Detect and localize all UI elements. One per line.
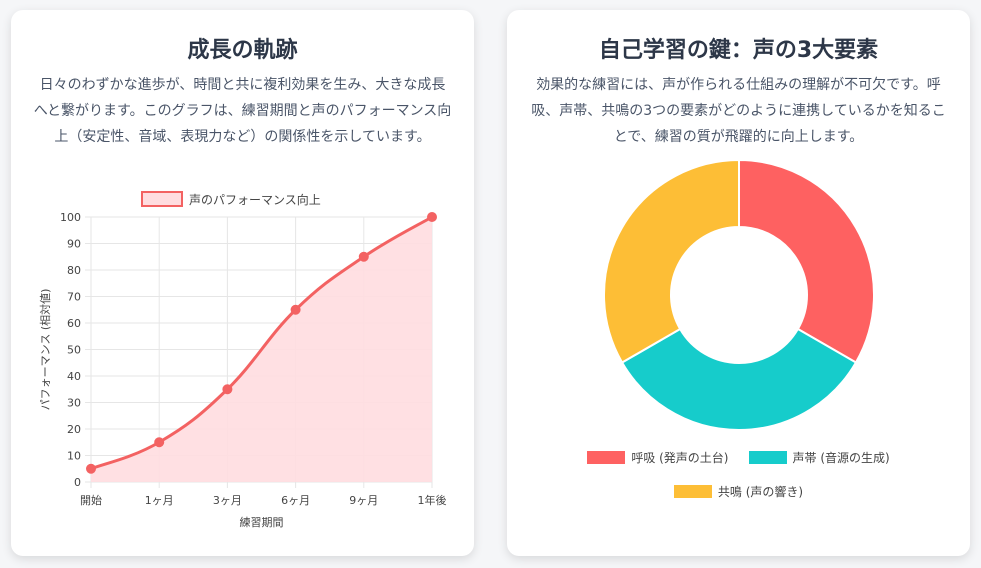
data-point-1ヶ月[interactable] xyxy=(154,437,165,448)
x-axis-title: 練習期間 xyxy=(240,515,284,529)
y-tick-label: 90 xyxy=(67,238,81,251)
x-tick-label: 3ヶ月 xyxy=(213,494,242,507)
growth-card-title: 成長の軌跡 xyxy=(187,38,298,63)
y-tick-label: 80 xyxy=(67,264,81,277)
legend-swatch-vocal-cords xyxy=(748,451,787,464)
voice-elements-card: 自己学習の鍵：声の3大要素 効果的な練習には、声が作られる仕組みの理解が不可欠で… xyxy=(507,10,970,556)
x-tick-label: 1年後 xyxy=(418,493,447,507)
x-tick-label: 開始 xyxy=(80,493,102,507)
legend-swatch-breathing xyxy=(587,451,626,464)
y-tick-label: 70 xyxy=(67,291,81,304)
donut-legend-row-1: 呼吸 (発声の土台) 声帯 (音源の生成) xyxy=(507,449,970,466)
y-tick-label: 10 xyxy=(67,450,81,463)
legend-label-breathing: 呼吸 (発声の土台) xyxy=(631,451,729,465)
x-tick-label: 6ヶ月 xyxy=(281,494,310,507)
y-tick-label: 50 xyxy=(67,344,81,357)
growth-card: 成長の軌跡 日々のわずかな進歩が、時間と共に複利効果を生み、大きな成長へと繋がり… xyxy=(11,10,474,556)
donut-slice-vocal-cords[interactable] xyxy=(620,327,858,431)
legend-swatch-performance xyxy=(141,191,183,207)
donut-slice-resonance[interactable] xyxy=(603,158,740,364)
data-point-1年後[interactable] xyxy=(427,212,437,222)
data-point-3ヶ月[interactable] xyxy=(222,384,233,395)
y-axis-title: パフォーマンス (相対値) xyxy=(38,289,52,411)
y-tick-label: 100 xyxy=(60,211,81,224)
growth-line-chart: 声のパフォーマンス向上 0 10 20 30 40 50 60 70 80 90 100 開始 1ヶ月… xyxy=(38,191,447,529)
donut-slice-breathing[interactable] xyxy=(738,158,875,364)
legend-item-breathing[interactable]: 呼吸 (発声の土台) xyxy=(587,449,729,466)
legend-label-vocal-cords: 声帯 (音源の生成) xyxy=(792,451,890,465)
legend-item-vocal-cords[interactable]: 声帯 (音源の生成) xyxy=(748,449,890,466)
voice-elements-donut-chart xyxy=(603,158,875,431)
y-tick-label: 20 xyxy=(67,423,81,436)
data-point-6ヶ月[interactable] xyxy=(290,304,301,315)
y-tick-label: 0 xyxy=(74,476,81,489)
line-chart-legend[interactable]: 声のパフォーマンス向上 xyxy=(141,191,321,207)
growth-card-description: 日々のわずかな進歩が、時間と共に複利効果を生み、大きな成長へと繋がります。このグ… xyxy=(33,77,452,145)
x-tick-label: 9ヶ月 xyxy=(349,494,378,507)
data-point-9ヶ月[interactable] xyxy=(358,251,369,262)
data-point-開始[interactable] xyxy=(86,463,96,474)
elements-card-description: 効果的な練習には、声が作られる仕組みの理解が不可欠です。呼吸、声帯、共鳴の3つの… xyxy=(531,77,946,145)
legend-label-resonance: 共鳴 (声の響き) xyxy=(717,485,804,499)
elements-card-title: 自己学習の鍵：声の3大要素 xyxy=(598,38,879,63)
x-tick-label: 1ヶ月 xyxy=(145,494,174,507)
y-tick-label: 40 xyxy=(67,370,81,383)
legend-swatch-resonance xyxy=(673,485,712,498)
y-tick-label: 60 xyxy=(67,317,81,330)
legend-item-resonance[interactable]: 共鳴 (声の響き) xyxy=(673,483,804,500)
y-tick-label: 30 xyxy=(67,397,81,410)
legend-label-performance: 声のパフォーマンス向上 xyxy=(189,192,321,207)
donut-legend-row-2: 共鳴 (声の響き) xyxy=(507,483,970,500)
